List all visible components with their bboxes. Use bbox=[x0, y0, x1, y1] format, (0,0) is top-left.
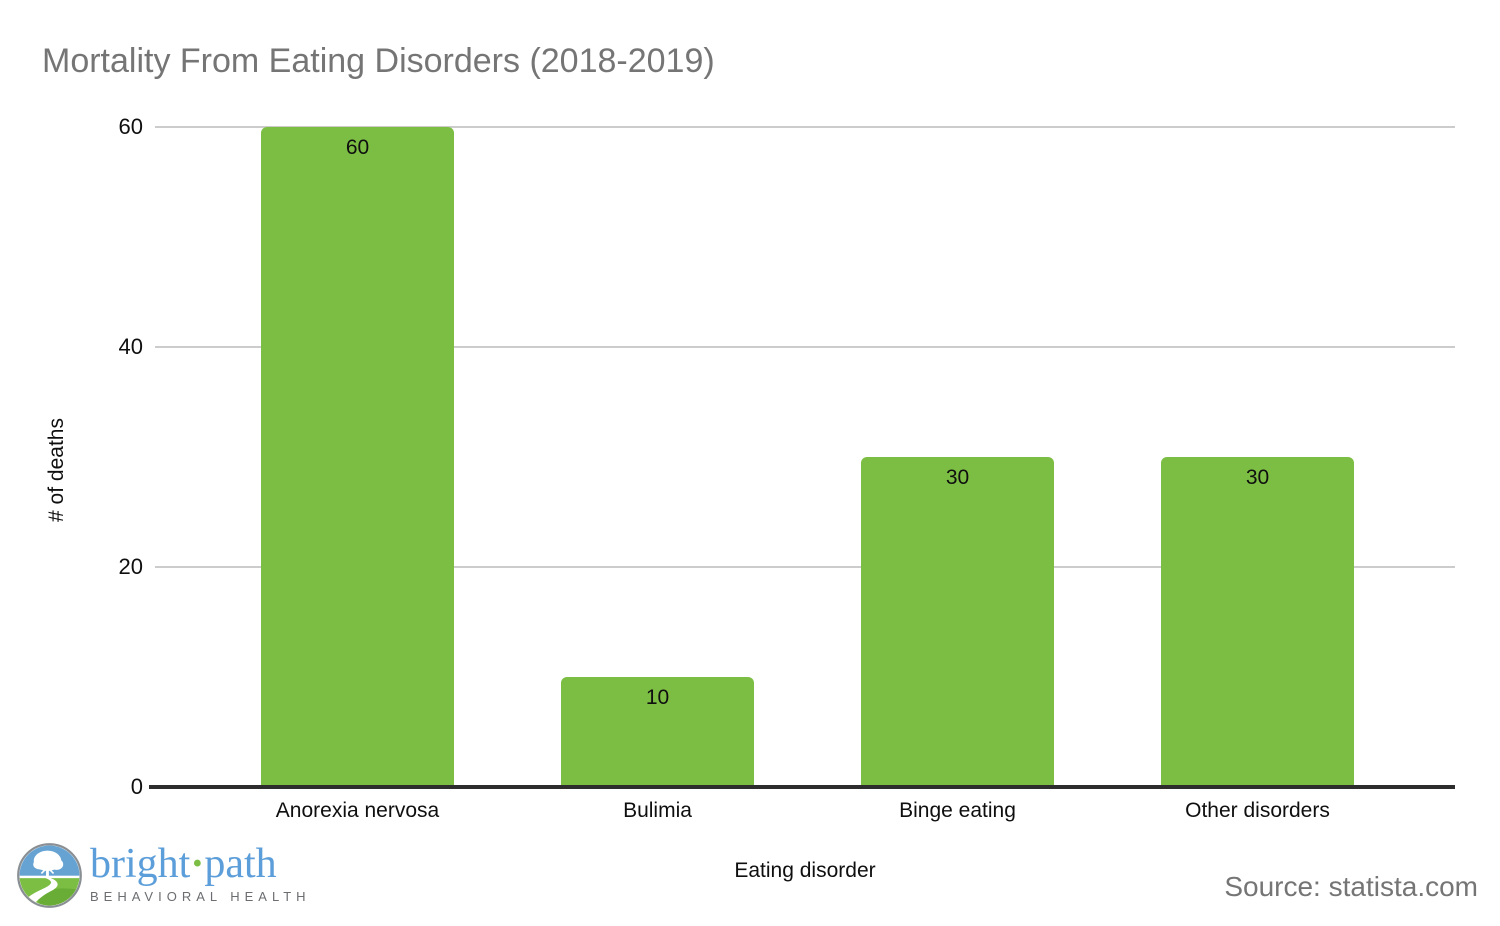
source-attribution: Source: statista.com bbox=[1224, 871, 1478, 902]
bar: 30 bbox=[861, 457, 1054, 787]
gridline bbox=[155, 126, 1455, 128]
brand-logo-text: bright·path BEHAVIORAL HEALTH bbox=[90, 843, 311, 904]
bar-value-label: 10 bbox=[645, 686, 670, 709]
bar-value-label: 30 bbox=[945, 466, 970, 489]
x-tick-label: Other disorders bbox=[1185, 799, 1330, 822]
y-axis-title: # of deaths bbox=[45, 418, 68, 522]
y-tick-label: 0 bbox=[130, 774, 143, 799]
brand-name: bright·path bbox=[90, 843, 311, 885]
bar: 60 bbox=[261, 127, 454, 787]
x-axis-line bbox=[149, 785, 1455, 789]
brand-dot: · bbox=[190, 841, 205, 887]
brand-logo-icon bbox=[17, 843, 82, 908]
bar: 30 bbox=[1161, 457, 1354, 787]
x-tick-label: Binge eating bbox=[899, 799, 1016, 822]
y-tick-label: 20 bbox=[118, 554, 143, 579]
brand-word-2: path bbox=[204, 841, 277, 887]
x-tick-label: Bulimia bbox=[623, 799, 692, 822]
brand-word-1: bright bbox=[90, 841, 191, 887]
brand-logo: bright·path BEHAVIORAL HEALTH bbox=[17, 843, 311, 908]
x-axis-title: Eating disorder bbox=[734, 859, 876, 882]
brand-tagline: BEHAVIORAL HEALTH bbox=[90, 889, 311, 904]
bar-value-label: 30 bbox=[1245, 466, 1270, 489]
bar-value-label: 60 bbox=[345, 136, 370, 159]
plot-area: 60 10 30 30 bbox=[149, 126, 1455, 789]
gridline bbox=[155, 346, 1455, 348]
x-tick-label: Anorexia nervosa bbox=[275, 799, 440, 822]
y-tick-label: 40 bbox=[118, 334, 143, 359]
gridline bbox=[155, 566, 1455, 568]
y-tick-label: 60 bbox=[118, 114, 143, 139]
bar: 10 bbox=[561, 677, 754, 787]
chart-title: Mortality From Eating Disorders (2018-20… bbox=[42, 42, 715, 80]
